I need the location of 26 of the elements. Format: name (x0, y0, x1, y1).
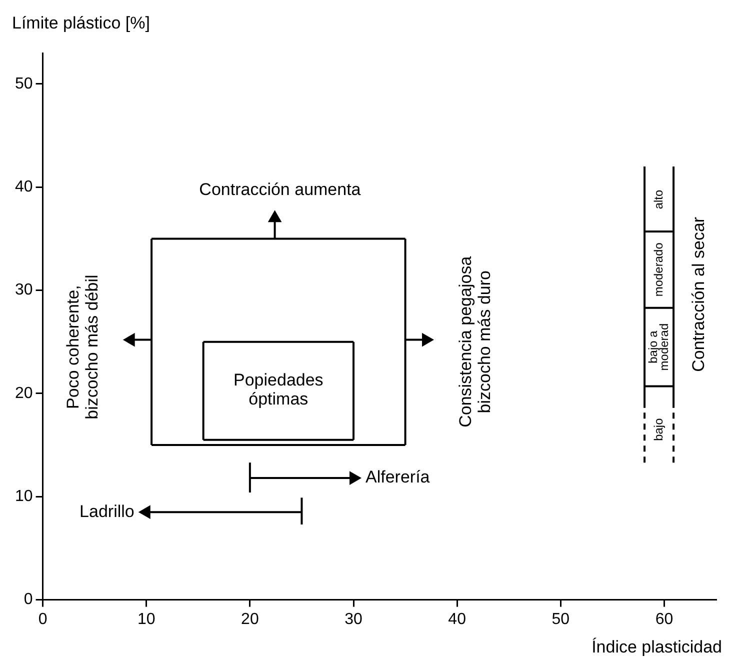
x-tick-label: 0 (38, 610, 48, 628)
annotation: Contracción al secar (689, 216, 708, 372)
x-axis-title: Índice plasticidad (592, 638, 722, 657)
y-tick-label: 0 (24, 591, 33, 608)
y-tick-label: 20 (15, 384, 33, 402)
x-tick-label: 40 (448, 610, 466, 628)
x-tick-label: 50 (552, 610, 570, 628)
y-tick-label: 40 (15, 178, 33, 196)
y-tick-label: 50 (15, 75, 33, 92)
y-axis-title: Límite plástico [%] (12, 14, 150, 33)
series-label: Alferería (366, 468, 430, 487)
y-tick-label: 30 (15, 282, 33, 299)
y-tick-label: 10 (15, 488, 33, 506)
annotation: alto (651, 190, 666, 210)
annotation: Consistencia pegajosa bizcocho más duro (456, 256, 494, 428)
annotation: Popiedades óptimas (234, 370, 324, 409)
x-tick-label: 30 (344, 610, 363, 628)
x-tick-label: 20 (241, 610, 259, 628)
annotation: Contracción aumenta (199, 180, 362, 199)
series-label: Ladrillo (80, 502, 134, 521)
x-tick-label: 10 (137, 610, 156, 628)
annotation: moderado (651, 242, 666, 297)
x-tick-label: 60 (655, 610, 674, 628)
annotation: bajo (651, 418, 666, 441)
annotation: bajo a moderad (646, 323, 671, 371)
annotation: Poco coherente, bizcocho más débil (63, 274, 102, 420)
